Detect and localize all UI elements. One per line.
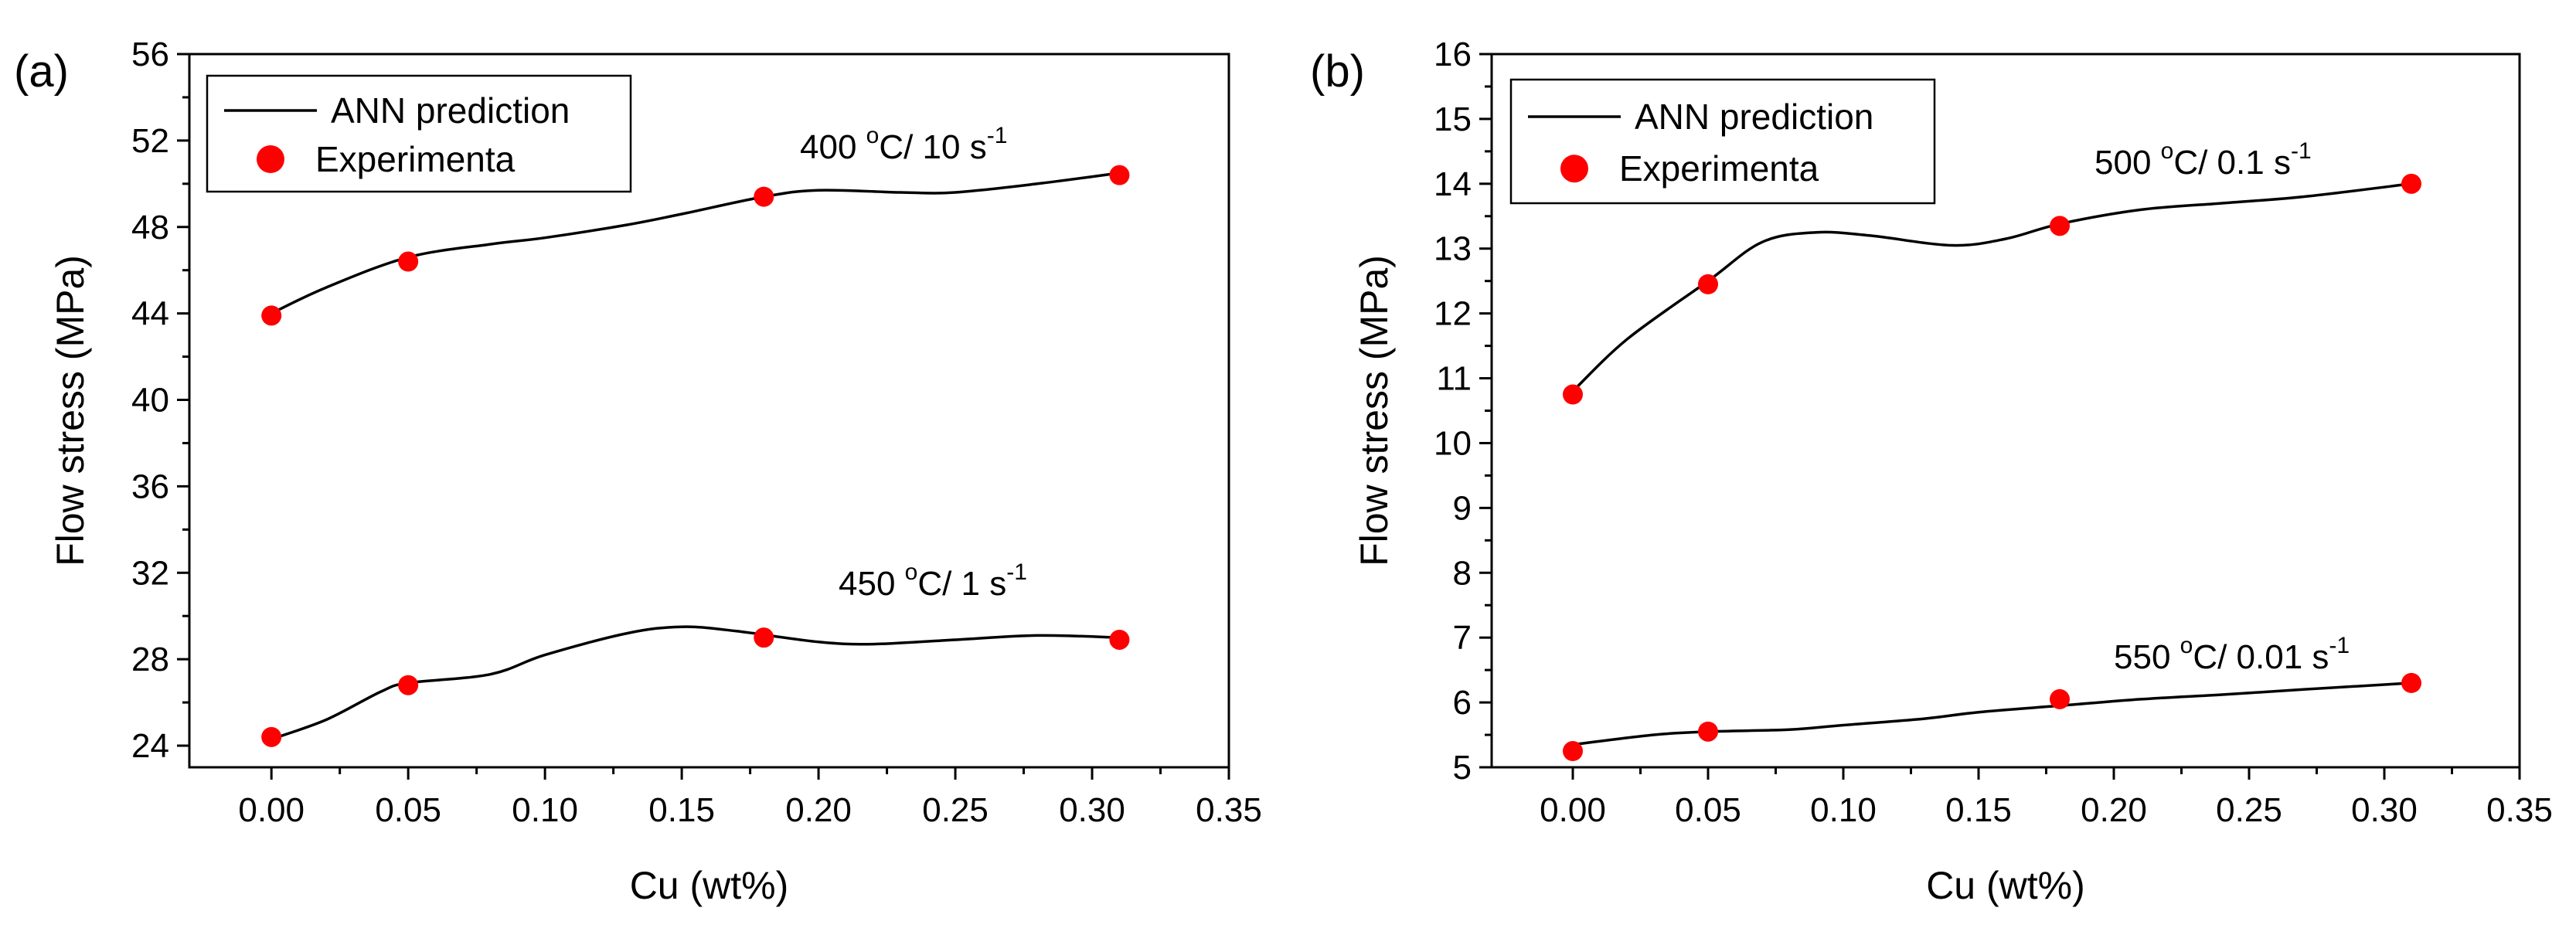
experimental-point [398, 675, 419, 695]
series-annotation: 450 oC/ 1 s-1 [839, 559, 1027, 603]
panel-b: 0.00 0.05 0.10 0.15 0.20 0.25 0.30 0.35 5 6 7 8 9 10 1… [1310, 36, 2553, 907]
experimental-point [1698, 721, 1718, 742]
experimental-point [1563, 741, 1583, 762]
legend-marker-label: Experimenta [315, 139, 516, 179]
ann-prediction-line [271, 172, 1120, 315]
x-tick-label: 0.05 [1675, 791, 1741, 829]
x-tick-label: 0.30 [1059, 791, 1125, 829]
x-tick-label: 0.25 [2216, 791, 2282, 829]
y-tick-label: 52 [131, 122, 169, 160]
y-tick-label: 32 [131, 554, 169, 592]
experimental-point [2050, 688, 2070, 709]
x-tick-label: 0.00 [238, 791, 305, 829]
y-tick-label: 12 [1434, 295, 1472, 333]
y-tick-label: 10 [1434, 424, 1472, 462]
experimental-point [2050, 216, 2070, 236]
y-tick-label: 48 [131, 209, 169, 246]
y-tick-label: 28 [131, 641, 169, 678]
x-tick-label: 0.15 [648, 791, 715, 829]
series-annotation: 550 oC/ 0.01 s-1 [2114, 633, 2350, 676]
y-tick-label: 11 [1436, 360, 1472, 398]
legend-marker-swatch [257, 145, 284, 173]
experimental-point [754, 186, 774, 207]
ann-prediction-line [271, 625, 1120, 741]
plot-frame [188, 53, 1230, 769]
x-tick-label: 0.10 [1810, 791, 1877, 829]
y-tick-label: 7 [1453, 619, 1472, 657]
x-tick-label: 0.10 [512, 791, 578, 829]
panel-a: 0.00 0.05 0.10 0.15 0.20 0.25 0.30 0.35 24 28 32 36… [14, 36, 1262, 907]
experimental-point [1563, 384, 1583, 405]
y-tick-label: 8 [1453, 554, 1472, 592]
y-tick-label: 5 [1453, 749, 1472, 787]
panel-label: (b) [1310, 46, 1365, 97]
ann-prediction-line [1572, 682, 2412, 746]
experimental-point [261, 726, 282, 747]
legend-line-label: ANN prediction [331, 90, 570, 131]
x-tick-label: 0.35 [1196, 791, 1262, 829]
x-tick-label: 0.15 [1945, 791, 2012, 829]
y-tick-label: 9 [1453, 489, 1472, 527]
experimental-point [754, 627, 774, 648]
legend-line-label: ANN prediction [1635, 97, 1873, 137]
legend-frame [1509, 78, 1936, 205]
experimental-point [1698, 274, 1718, 294]
x-axis-title: Cu (wt%) [1926, 864, 2085, 907]
y-tick-label: 56 [131, 36, 169, 73]
series-annotation: 400 oC/ 10 s-1 [800, 123, 1007, 166]
experimental-point [1109, 165, 1130, 185]
x-tick-label: 0.30 [2351, 791, 2418, 829]
y-tick-label: 6 [1453, 684, 1472, 722]
y-tick-label: 36 [131, 467, 169, 505]
y-tick-label: 15 [1434, 100, 1472, 138]
legend-marker-swatch [1560, 155, 1588, 183]
y-axis-title: Flow stress (MPa) [1353, 255, 1396, 566]
x-tick-label: 0.25 [922, 791, 989, 829]
y-tick-label: 24 [131, 727, 169, 765]
experimental-point [261, 305, 282, 326]
x-tick-label: 0.00 [1540, 791, 1606, 829]
experimental-point [2401, 173, 2421, 194]
y-tick-label: 16 [1434, 36, 1472, 73]
x-tick-label: 0.05 [375, 791, 441, 829]
series-annotation: 500 oC/ 0.1 s-1 [2094, 138, 2312, 182]
x-tick-label: 0.35 [2486, 791, 2553, 829]
legend: ANN prediction Experimenta [1509, 78, 1936, 205]
y-tick-label: 40 [131, 382, 169, 420]
experimental-point [1109, 629, 1130, 650]
legend-marker-label: Experimenta [1619, 148, 1819, 189]
legend-frame [206, 74, 632, 193]
panel-label: (a) [14, 46, 69, 97]
y-tick-label: 44 [131, 295, 169, 333]
experimental-point [2401, 672, 2421, 693]
y-tick-label: 13 [1434, 230, 1472, 268]
experimental-point [398, 251, 419, 272]
x-tick-label: 0.20 [785, 791, 852, 829]
legend: ANN prediction Experimenta [206, 74, 632, 193]
y-axis-title: Flow stress (MPa) [49, 255, 92, 566]
y-tick-label: 14 [1434, 165, 1472, 203]
x-tick-label: 0.20 [2081, 791, 2147, 829]
x-axis-title: Cu (wt%) [630, 864, 789, 907]
